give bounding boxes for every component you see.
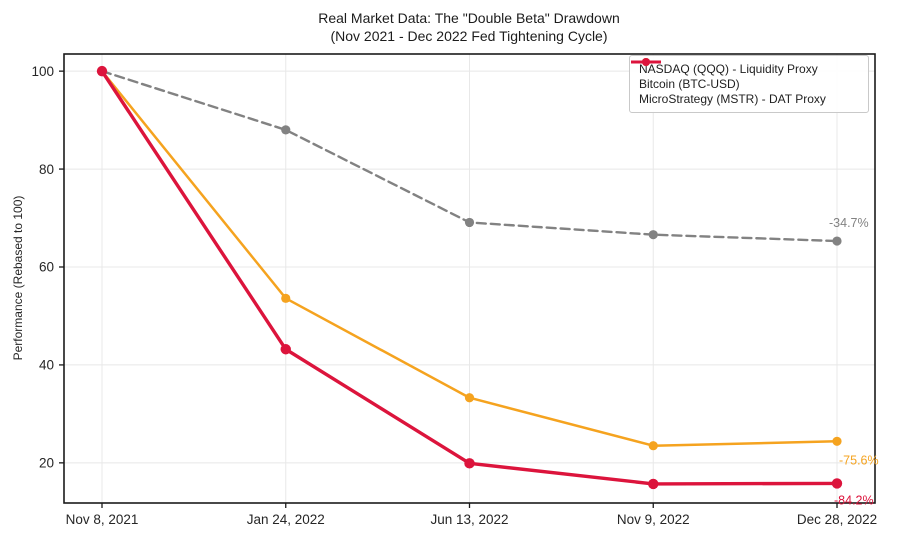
end-annotation: -75.6% xyxy=(839,453,879,467)
legend-label: MicroStrategy (MSTR) - DAT Proxy xyxy=(639,92,826,107)
chart-subtitle: (Nov 2021 - Dec 2022 Fed Tightening Cycl… xyxy=(330,28,607,44)
series-2 xyxy=(96,65,843,490)
tick-labels: 20 40 60 80 100 Nov 8, 2021 Jan 24, 2022 Jun 13… xyxy=(31,64,877,527)
tick-marks xyxy=(59,70,838,508)
end-annotations: -34.7% -75.6% -84.2% xyxy=(829,216,879,507)
data-point xyxy=(648,478,659,490)
end-annotation: -84.2% xyxy=(834,493,874,507)
data-point xyxy=(648,441,658,451)
x-tick-label: Nov 9, 2022 xyxy=(617,512,690,527)
legend-item-2: MicroStrategy (MSTR) - DAT Proxy xyxy=(631,58,859,107)
data-point xyxy=(464,217,475,228)
legend-label: Bitcoin (BTC-USD) xyxy=(639,76,740,91)
legend-label: NASDAQ (QQQ) - Liquidity Proxy xyxy=(639,61,818,76)
data-point xyxy=(831,478,843,489)
x-tick-label: Jun 13, 2022 xyxy=(430,512,508,527)
data-point xyxy=(464,393,475,403)
y-tick-label: 80 xyxy=(39,162,54,177)
y-tick-label: 40 xyxy=(39,358,54,373)
legend-swatch-dot xyxy=(642,58,650,66)
data-point xyxy=(280,344,291,355)
legend-line-swatch-icon xyxy=(631,58,661,66)
gridlines xyxy=(64,54,875,503)
data-point xyxy=(96,65,108,77)
x-tick-label: Nov 8, 2021 xyxy=(66,512,139,527)
data-point xyxy=(648,230,658,240)
x-tick-label: Jan 24, 2022 xyxy=(247,512,325,527)
y-axis-title: Performance (Rebased to 100) xyxy=(11,196,25,361)
x-tick-label: Dec 28, 2022 xyxy=(797,512,877,527)
legend-item-0: NASDAQ (QQQ) - Liquidity Proxy xyxy=(631,58,859,76)
data-point xyxy=(464,458,475,469)
legend-item-1: Bitcoin (BTC-USD) xyxy=(631,58,859,91)
chart-title: Real Market Data: The "Double Beta" Draw… xyxy=(318,10,620,26)
data-point xyxy=(832,436,842,446)
series-lines xyxy=(96,65,843,490)
end-annotation: -34.7% xyxy=(829,216,869,230)
y-tick-label: 20 xyxy=(39,456,54,471)
y-tick-label: 100 xyxy=(31,64,54,79)
data-point xyxy=(832,236,842,246)
legend: NASDAQ (QQQ) - Liquidity Proxy Bitcoin (B… xyxy=(629,55,869,113)
y-tick-label: 60 xyxy=(39,260,54,275)
data-point xyxy=(281,125,291,135)
data-point xyxy=(281,293,291,303)
